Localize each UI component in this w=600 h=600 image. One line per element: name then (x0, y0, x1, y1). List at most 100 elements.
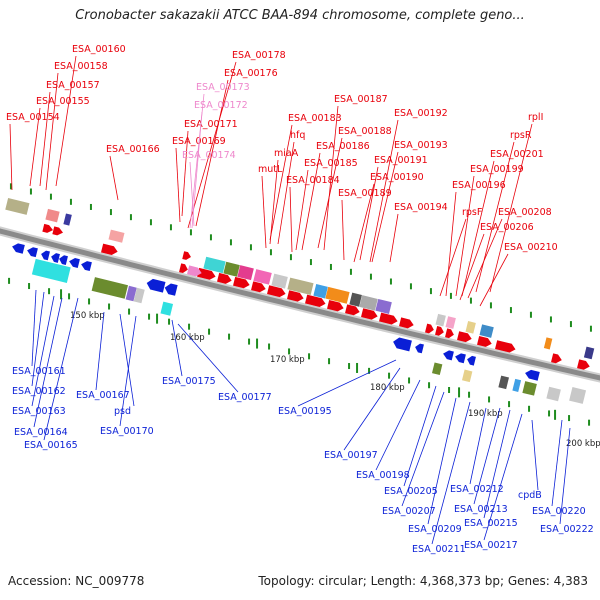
reverse-gene-arrow-shape (467, 355, 476, 366)
gene-label-top: ESA_00176 (224, 68, 278, 79)
gene-label-top: rplI (528, 112, 543, 123)
label-leader-line (371, 151, 399, 263)
scale-tick-label: 170 kbp (270, 355, 305, 365)
gene-label-bottom: ESA_00162 (12, 386, 66, 397)
gene-label-faded: ESA_00173 (196, 82, 250, 93)
label-leader-line (469, 407, 487, 485)
gene-label-top: ESA_00208 (498, 207, 552, 218)
product-box (237, 265, 254, 281)
product-box-shape (31, 258, 71, 283)
label-leader-line (483, 409, 511, 519)
reverse-gene-arrow (415, 343, 424, 354)
label-leader-line (439, 218, 467, 297)
product-box (569, 387, 587, 404)
forward-gene-arrow-shape (42, 223, 54, 233)
forward-gene-arrow (477, 336, 492, 347)
product-box (461, 369, 473, 383)
gene-label-top: rpsF (462, 207, 482, 218)
product-box (375, 298, 392, 314)
forward-gene-arrow (577, 359, 590, 370)
faded-gene-arrow-shape (187, 265, 202, 277)
label-leader-line (389, 213, 399, 263)
reverse-gene-arrow-shape (27, 247, 38, 258)
forward-gene-arrow (233, 276, 250, 289)
forward-gene-arrow-shape (305, 294, 326, 307)
product-box-shape (45, 208, 60, 223)
forward-gene-arrow-shape (399, 317, 414, 329)
label-leader-line (479, 253, 509, 307)
gene-label-top: ESA_00193 (394, 140, 448, 151)
product-box-shape (435, 313, 446, 327)
forward-gene-arrow (551, 353, 562, 364)
reverse-gene-arrow (455, 353, 466, 364)
label-leader-line (455, 175, 475, 297)
gene-label-top: ESA_00191 (374, 155, 428, 166)
reverse-gene-arrow-shape (455, 353, 466, 364)
gene-label-bottom: ESA_00211 (412, 544, 466, 555)
product-box-shape (431, 362, 443, 376)
gene-label-bottom: ESA_00170 (100, 426, 154, 437)
label-leader-line (445, 191, 457, 297)
forward-gene-arrow (251, 281, 266, 293)
product-box-shape (133, 287, 145, 304)
reverse-gene-arrow-shape (393, 337, 412, 352)
gene-label-bottom: ESA_00177 (218, 392, 272, 403)
forward-gene-arrow (399, 317, 414, 329)
product-box-shape (253, 269, 272, 285)
gene-label-bottom: ESA_00175 (162, 376, 216, 387)
label-leader-line (427, 397, 457, 525)
label-leader-line (261, 175, 267, 249)
label-leader-line (33, 297, 63, 428)
product-box (465, 321, 476, 334)
reverse-gene-arrow (525, 369, 540, 381)
product-box (63, 213, 72, 226)
forward-gene-arrow (179, 263, 188, 274)
forward-gene-arrow (287, 290, 304, 302)
gene-label-top: ESA_00184 (286, 175, 340, 186)
gene-label-top: ESA_00201 (490, 149, 544, 160)
label-leader-line (289, 186, 293, 253)
product-box (512, 378, 522, 392)
forward-gene-arrow (379, 312, 398, 325)
gene-label-bottom: ESA_00217 (464, 540, 518, 551)
gene-label-top: ESA_00185 (304, 158, 358, 169)
forward-gene-arrow-shape (267, 285, 286, 298)
label-leader-line (297, 359, 397, 407)
label-leader-line (475, 141, 515, 293)
reverse-gene-arrow-shape (415, 343, 424, 354)
gene-label-bottom: ESA_00205 (384, 486, 438, 497)
product-box (271, 273, 288, 289)
label-leader-line (269, 159, 279, 245)
forward-gene-arrow (217, 272, 232, 284)
product-box (223, 261, 240, 277)
label-leader-line (467, 218, 503, 299)
product-box (583, 346, 595, 360)
forward-gene-arrow (327, 300, 344, 312)
label-leader-line (531, 419, 539, 491)
faded-gene-arrow (187, 265, 202, 277)
product-box (160, 301, 174, 316)
gene-label-top: ESA_00160 (72, 44, 126, 55)
label-leader-line (189, 161, 195, 227)
product-box (522, 381, 537, 396)
product-box-shape (359, 295, 378, 311)
forward-gene-arrow (182, 251, 191, 260)
label-leader-line (461, 160, 495, 297)
product-box-shape (543, 337, 553, 350)
genome-summary-text: Topology: circular; Length: 4,368,373 bp… (258, 574, 588, 588)
forward-gene-arrow-shape (551, 353, 562, 364)
product-box-shape (237, 265, 254, 281)
scale-tick-label: 160 kbp (170, 333, 205, 343)
reverse-gene-arrow (12, 243, 25, 254)
forward-gene-arrow-shape (182, 251, 191, 260)
forward-gene-arrow-shape (457, 331, 472, 343)
product-box-shape (569, 387, 587, 404)
scale-tick-label: 150 kbp (70, 311, 105, 321)
reverse-gene-arrow-shape (51, 253, 60, 263)
label-leader-line (187, 61, 237, 229)
product-box (125, 285, 137, 302)
scale-tick-label: 180 kbp (370, 383, 405, 393)
forward-gene-arrow (495, 340, 516, 353)
product-box (287, 277, 314, 295)
gene-label-top: ESA_00186 (316, 141, 370, 152)
